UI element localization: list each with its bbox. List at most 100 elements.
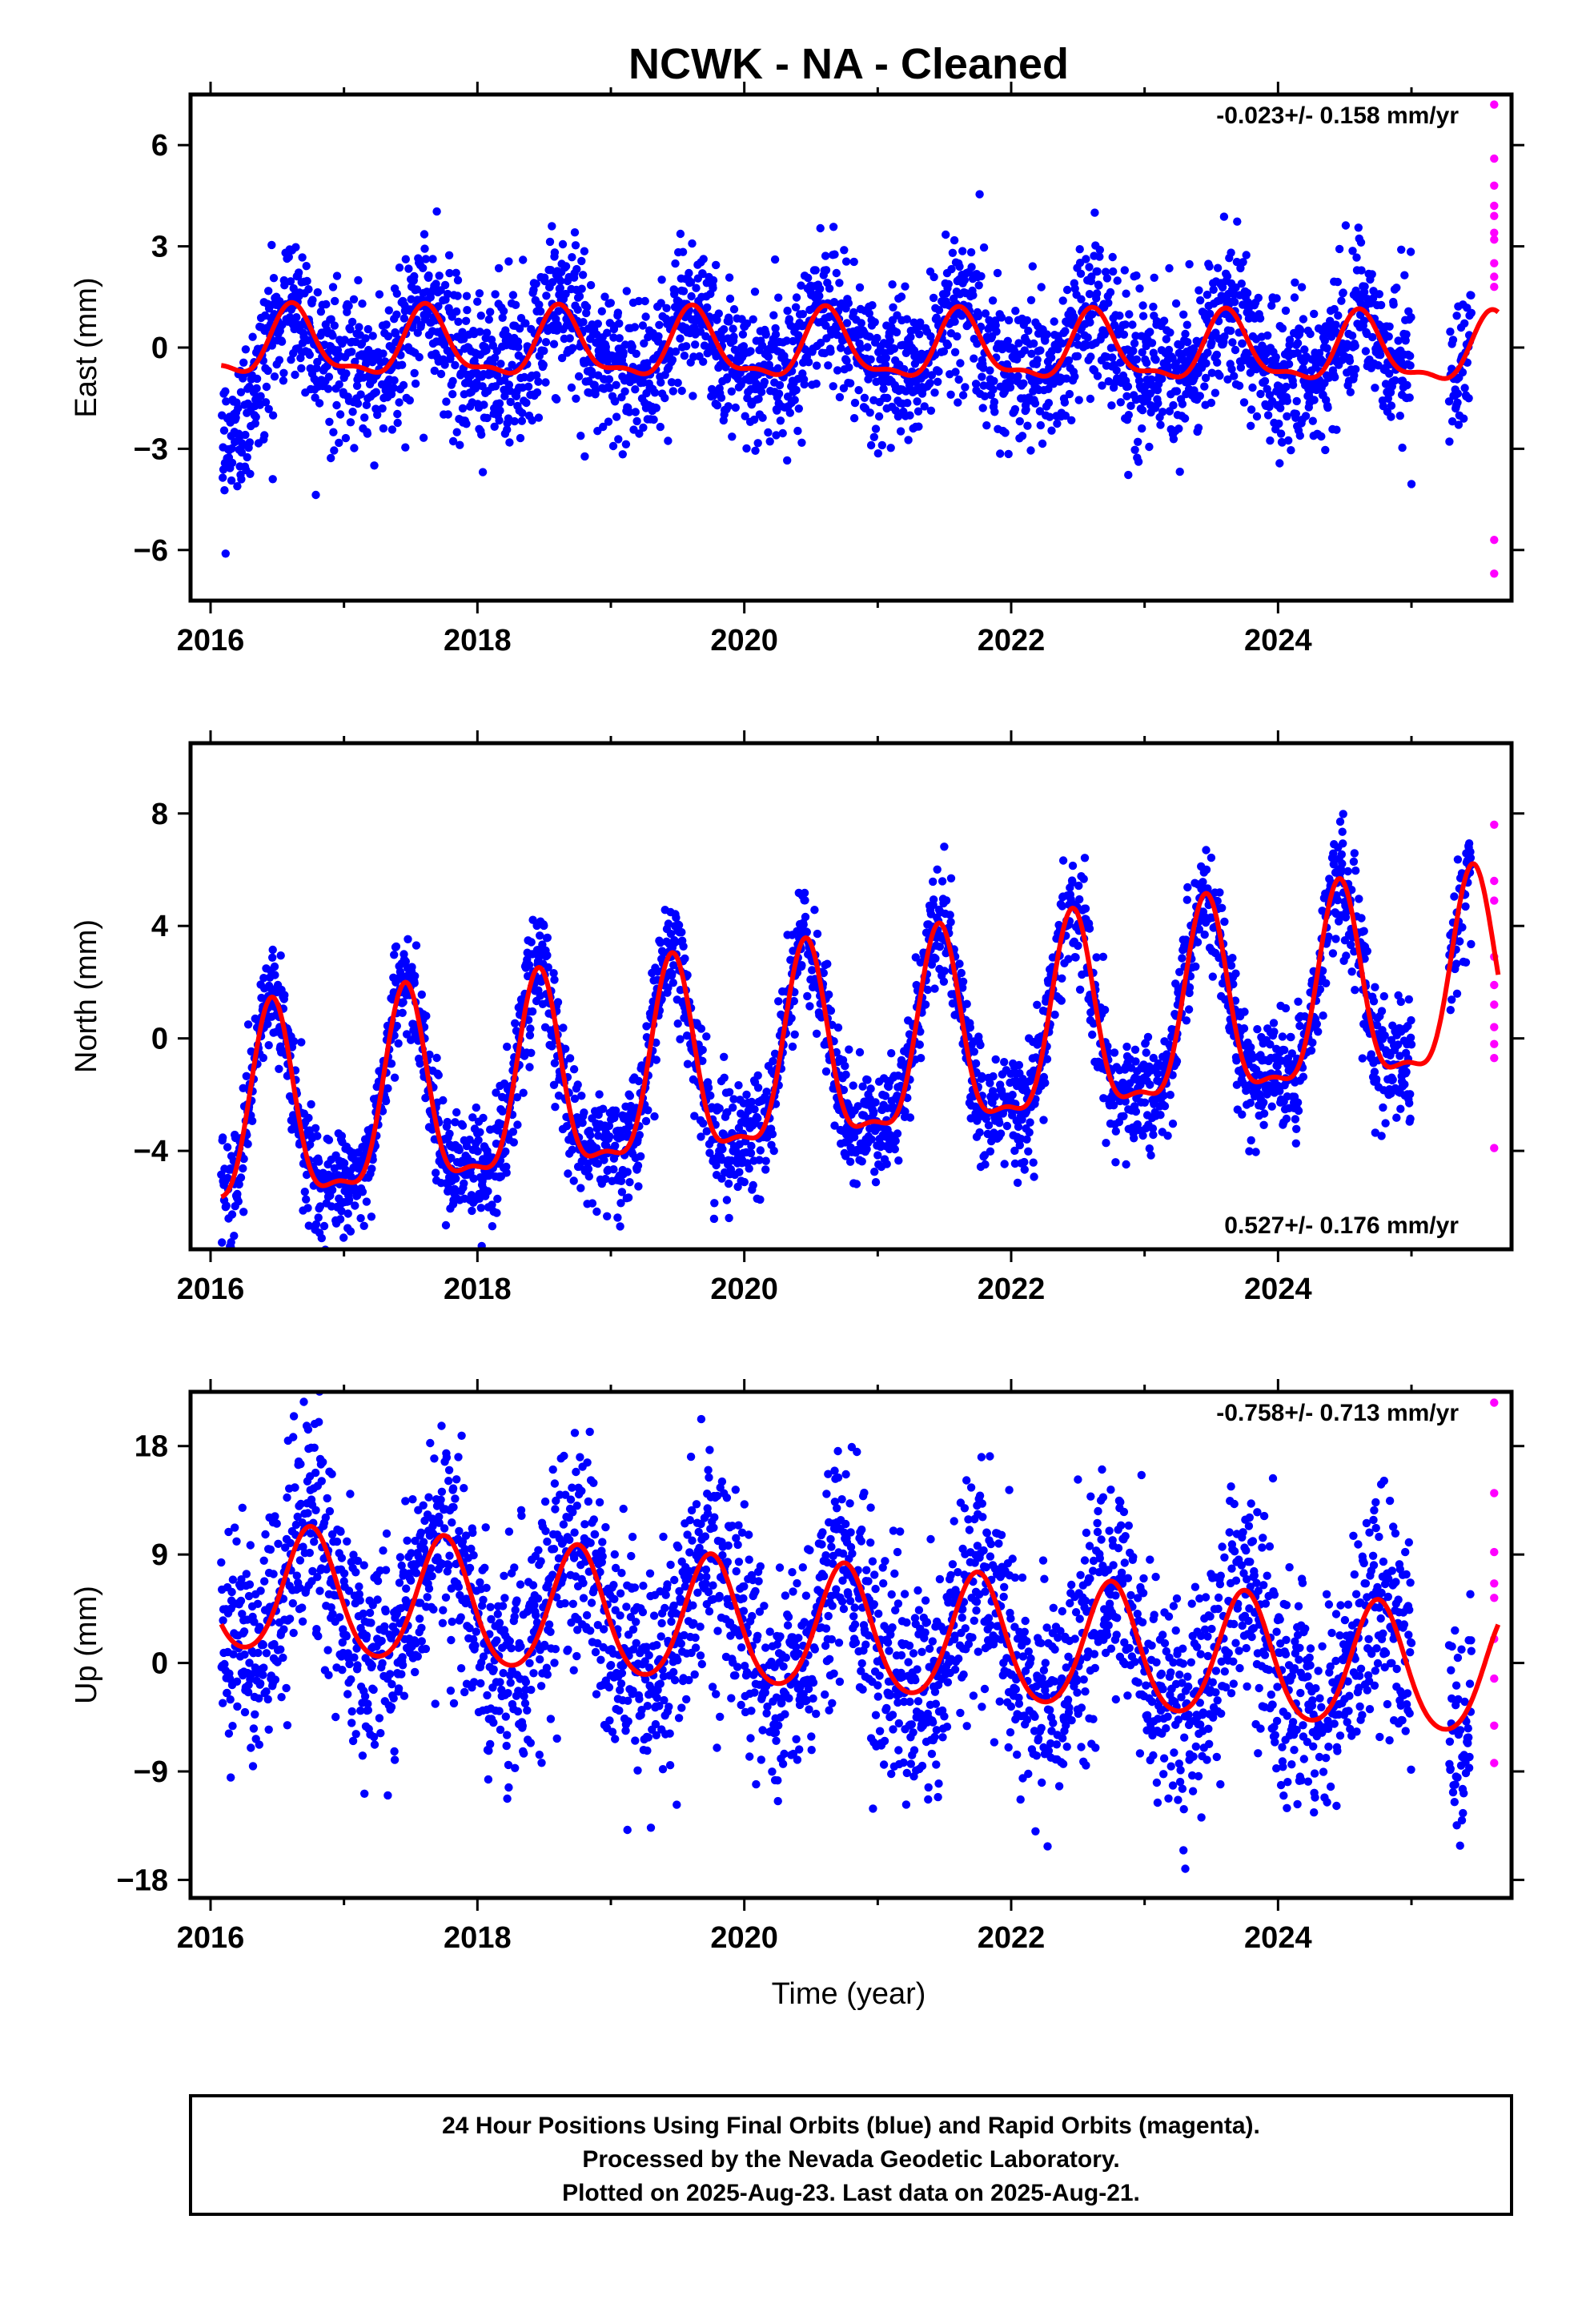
final-orbit-point	[302, 1195, 311, 1204]
final-orbit-point	[1107, 401, 1116, 410]
final-orbit-point	[751, 446, 760, 455]
final-orbit-point	[986, 366, 994, 375]
final-orbit-point	[691, 340, 700, 349]
final-orbit-point	[267, 240, 276, 250]
final-orbit-point	[1053, 419, 1062, 428]
final-orbit-point	[1335, 244, 1344, 254]
final-orbit-point	[821, 1067, 831, 1076]
final-orbit-point	[550, 248, 560, 257]
final-orbit-point	[337, 1207, 346, 1216]
final-orbit-point	[496, 360, 505, 368]
final-orbit-point	[702, 1032, 711, 1041]
final-orbit-point	[541, 378, 550, 387]
final-orbit-point	[1299, 315, 1308, 324]
final-orbit-point	[1207, 368, 1217, 377]
final-orbit-point	[787, 1014, 796, 1023]
final-orbit-point	[291, 370, 299, 380]
final-orbit-point	[709, 283, 717, 292]
final-orbit-point	[816, 338, 825, 348]
final-orbit-point	[511, 300, 520, 309]
final-orbit-point	[242, 1072, 251, 1081]
final-orbit-point	[973, 340, 982, 348]
final-orbit-point	[798, 310, 807, 319]
final-orbit-point	[686, 278, 696, 287]
final-orbit-point	[286, 277, 295, 286]
final-orbit-point	[673, 1019, 682, 1028]
final-orbit-point	[950, 348, 960, 356]
final-orbit-point	[929, 895, 938, 904]
final-orbit-point	[698, 269, 707, 279]
final-orbit-point	[889, 303, 897, 312]
final-orbit-point	[280, 991, 289, 999]
final-orbit-point	[1126, 401, 1135, 410]
final-orbit-point	[800, 380, 809, 389]
final-orbit-point	[1104, 299, 1113, 308]
final-orbit-point	[359, 1221, 368, 1231]
final-orbit-point	[524, 1015, 533, 1024]
final-orbit-point	[615, 319, 624, 328]
final-orbit-point	[506, 397, 515, 407]
final-orbit-point	[264, 1041, 273, 1050]
final-orbit-point	[609, 1165, 618, 1174]
final-orbit-point	[1082, 255, 1090, 263]
final-orbit-point	[844, 299, 853, 308]
final-orbit-point	[669, 961, 678, 970]
final-orbit-point	[330, 446, 339, 455]
final-orbit-point	[432, 1168, 440, 1177]
final-orbit-point	[1115, 312, 1124, 320]
final-orbit-point	[966, 1023, 975, 1032]
final-orbit-point	[1076, 269, 1086, 278]
final-orbit-point	[656, 299, 665, 308]
final-orbit-point	[452, 1108, 461, 1117]
final-orbit-point	[616, 1199, 625, 1208]
final-orbit-point	[515, 324, 524, 333]
final-orbit-point	[800, 888, 809, 898]
final-orbit-point	[495, 416, 504, 425]
final-orbit-point	[689, 392, 697, 400]
final-orbit-point	[1134, 437, 1142, 446]
y-tick-label: 3	[151, 231, 168, 264]
final-orbit-point	[568, 253, 576, 262]
final-orbit-point	[1083, 333, 1092, 342]
final-orbit-point	[622, 287, 631, 296]
final-orbit-point	[584, 1172, 593, 1181]
final-orbit-point	[1200, 382, 1209, 391]
final-orbit-point	[897, 292, 906, 301]
final-orbit-point	[239, 1208, 248, 1216]
final-orbit-point	[452, 428, 461, 436]
final-orbit-point	[681, 954, 689, 963]
final-orbit-point	[578, 271, 588, 279]
final-orbit-point	[621, 440, 631, 448]
final-orbit-point	[351, 1201, 359, 1210]
final-orbit-point	[1391, 376, 1399, 385]
final-orbit-point	[1406, 352, 1415, 360]
final-orbit-point	[948, 248, 958, 257]
final-orbit-point	[444, 410, 452, 419]
final-orbit-point	[888, 280, 897, 289]
final-orbit-point	[755, 1156, 764, 1164]
final-orbit-point	[1047, 426, 1056, 435]
final-orbit-point	[498, 313, 507, 322]
final-orbit-point	[990, 1092, 1000, 1101]
final-orbit-point	[842, 319, 852, 328]
final-orbit-point	[942, 230, 950, 239]
final-orbit-point	[1354, 223, 1363, 232]
final-orbit-point	[789, 336, 797, 346]
final-orbit-point	[516, 433, 525, 443]
final-orbit-point	[383, 332, 393, 341]
final-orbit-point	[355, 323, 363, 332]
final-orbit-point	[1166, 328, 1174, 337]
final-orbit-point	[1102, 274, 1112, 283]
final-orbit-point	[745, 1164, 753, 1173]
final-orbit-point	[642, 1022, 651, 1031]
final-orbit-point	[765, 437, 774, 446]
final-orbit-point	[236, 388, 246, 396]
final-orbit-point	[1104, 377, 1113, 386]
final-orbit-point	[986, 1147, 995, 1156]
final-orbit-point	[294, 268, 303, 277]
final-orbit-point	[990, 376, 998, 385]
final-orbit-point	[717, 1156, 727, 1164]
final-orbit-point	[243, 452, 251, 462]
final-orbit-point	[491, 290, 500, 299]
final-orbit-point	[885, 336, 895, 345]
